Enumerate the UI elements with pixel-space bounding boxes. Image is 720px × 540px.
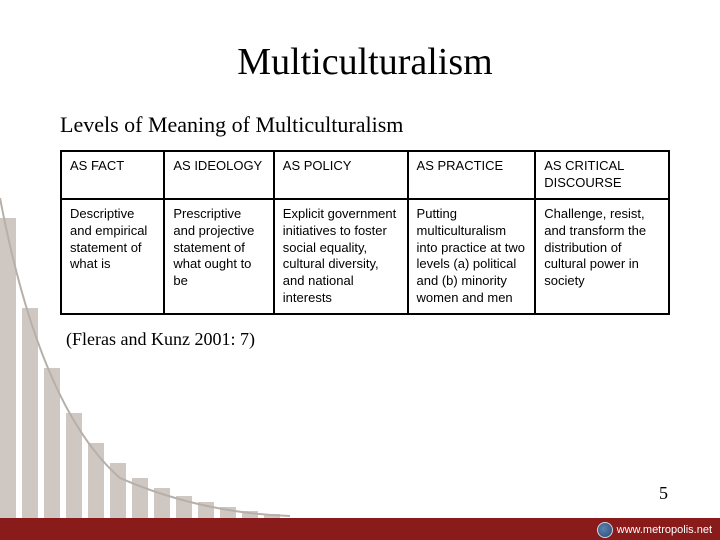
levels-table: AS FACTAS IDEOLOGYAS POLICYAS PRACTICEAS… (60, 150, 670, 315)
table-body: Descriptive and empirical statement of w… (61, 199, 669, 314)
table-header-cell: AS PRACTICE (408, 151, 536, 199)
table-header-cell: AS FACT (61, 151, 164, 199)
citation: (Fleras and Kunz 2001: 7) (66, 329, 670, 350)
slide: Multiculturalism Levels of Meaning of Mu… (0, 0, 720, 540)
page-number: 5 (659, 483, 668, 504)
table-cell: Explicit government initiatives to foste… (274, 199, 408, 314)
table-header-cell: AS CRITICAL DISCOURSE (535, 151, 669, 199)
page-title: Multiculturalism (60, 40, 670, 84)
table-cell: Descriptive and empirical statement of w… (61, 199, 164, 314)
table-row: Descriptive and empirical statement of w… (61, 199, 669, 314)
table-header-row: AS FACTAS IDEOLOGYAS POLICYAS PRACTICEAS… (61, 151, 669, 199)
globe-icon (597, 522, 613, 538)
footer-logo: www.metropolis.net (597, 522, 712, 538)
table-cell: Prescriptive and projective statement of… (164, 199, 273, 314)
table-header-cell: AS POLICY (274, 151, 408, 199)
table-cell: Putting multiculturalism into practice a… (408, 199, 536, 314)
table-cell: Challenge, resist, and transform the dis… (535, 199, 669, 314)
footer-text: www.metropolis.net (617, 524, 712, 536)
table-header-cell: AS IDEOLOGY (164, 151, 273, 199)
subtitle: Levels of Meaning of Multiculturalism (60, 112, 670, 138)
